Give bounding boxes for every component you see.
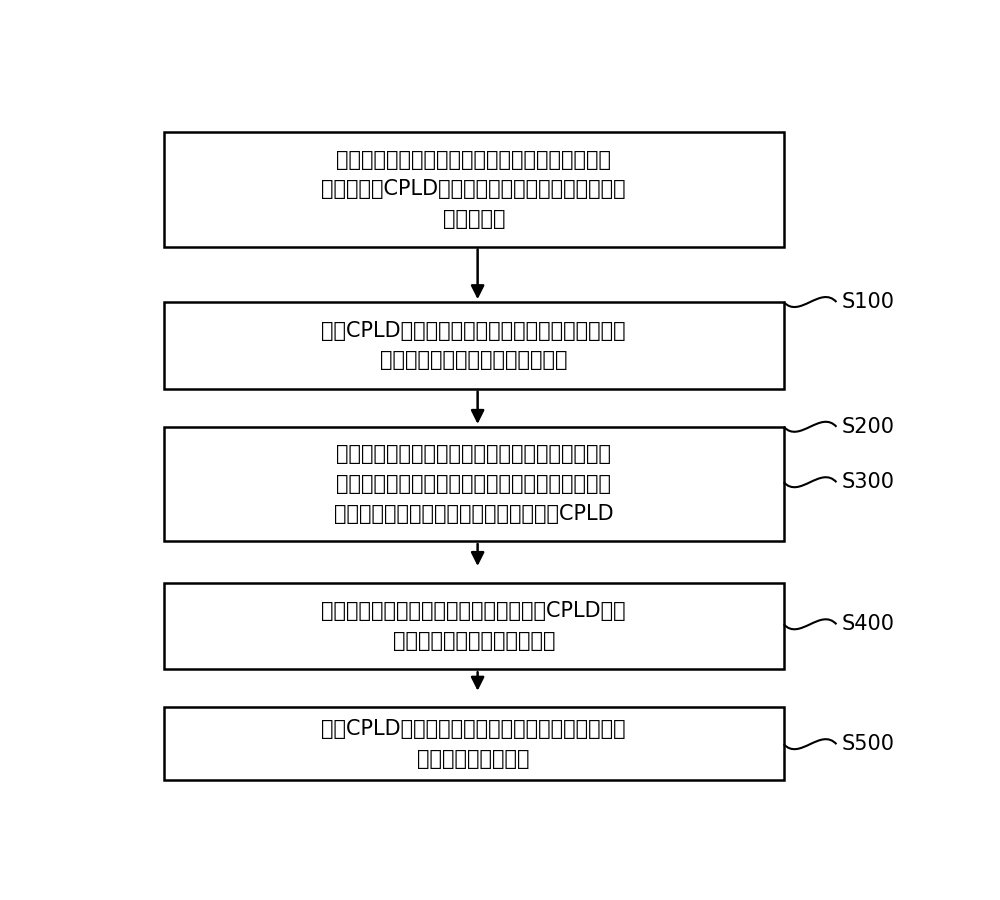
Bar <box>164 582 784 670</box>
Text: S100: S100 <box>842 292 895 312</box>
Text: S500: S500 <box>842 734 895 754</box>
Text: 根据外部串口的控制指令控制多路选择器芯片选择
输出通路，并将串口设备信息通过输出通路对应的
节点串口通路传输到相应管理板中的第二CPLD: 根据外部串口的控制指令控制多路选择器芯片选择 输出通路，并将串口设备信息通过输出… <box>334 445 614 524</box>
Text: 管理板根据外部串口的切换指令控制第二CPLD选取
若干节点之一的节点串口通路: 管理板根据外部串口的切换指令控制第二CPLD选取 若干节点之一的节点串口通路 <box>321 601 626 651</box>
Bar <box>164 707 784 780</box>
Text: S200: S200 <box>842 417 895 436</box>
Bar <box>164 427 784 541</box>
Bar <box>164 302 784 389</box>
Text: 第二CPLD将所选取的节点串口通路对应的串口设备
信息传输到外部串口: 第二CPLD将所选取的节点串口通路对应的串口设备 信息传输到外部串口 <box>321 719 626 769</box>
Bar <box>164 132 784 247</box>
Text: 根据外部串口的选择指令，控制若干节点中的每个
节点的第一CPLD选取其所连接的若干串口设备的串
口通路之一: 根据外部串口的选择指令，控制若干节点中的每个 节点的第一CPLD选取其所连接的若… <box>321 149 626 229</box>
Text: 第一CPLD将所选择的串口通路相对应的串口设备信
息传输给节点中的多路选择器芯片: 第一CPLD将所选择的串口通路相对应的串口设备信 息传输给节点中的多路选择器芯片 <box>321 320 626 370</box>
Text: S400: S400 <box>842 615 895 634</box>
Text: S300: S300 <box>842 472 895 492</box>
